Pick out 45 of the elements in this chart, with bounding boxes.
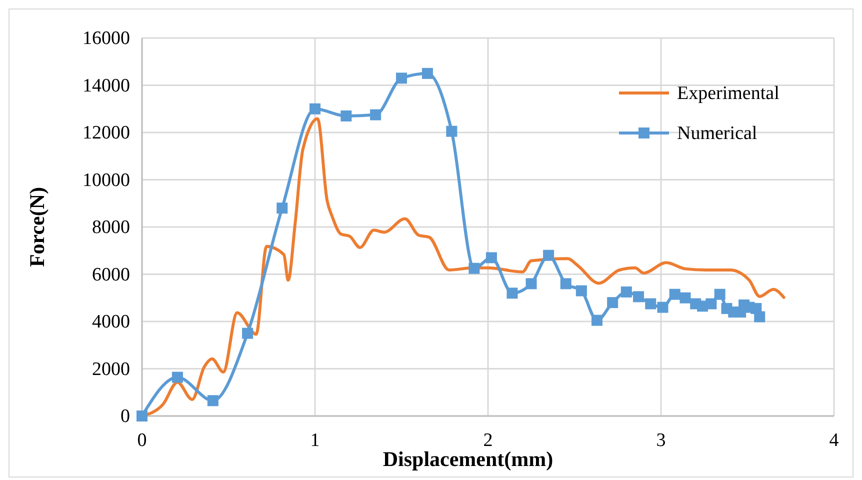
- point: [754, 311, 766, 322]
- point: [526, 278, 537, 290]
- y-tick-label: 8000: [92, 217, 130, 238]
- y-axis-title: Force(N): [25, 186, 49, 268]
- legend-label: Numerical: [677, 123, 758, 144]
- point: [422, 68, 433, 79]
- point: [136, 410, 148, 422]
- point: [310, 103, 320, 114]
- point: [657, 302, 668, 313]
- point: [680, 292, 691, 304]
- y-tick-label: 6000: [92, 264, 130, 286]
- y-tick-label: 10000: [82, 170, 130, 191]
- point: [486, 252, 497, 264]
- point: [506, 288, 518, 299]
- point: [370, 109, 382, 120]
- x-tick-label: 3: [656, 430, 666, 451]
- x-tick-label: 0: [137, 430, 147, 451]
- y-tick-label: 0: [120, 406, 130, 427]
- point: [543, 250, 554, 261]
- point: [607, 297, 618, 308]
- point: [340, 110, 352, 122]
- point: [714, 288, 726, 300]
- point: [468, 262, 480, 274]
- y-tick-label: 4000: [92, 312, 130, 332]
- point: [560, 278, 572, 290]
- y-tick-label: 14000: [82, 75, 130, 96]
- point: [591, 314, 602, 326]
- x-tick-label: 4: [829, 430, 840, 451]
- y-tick-label: 12000: [82, 122, 130, 144]
- point: [276, 202, 288, 214]
- point: [242, 328, 254, 339]
- point: [633, 291, 644, 302]
- point: [446, 126, 458, 137]
- legend-label: Experimental: [677, 83, 780, 104]
- point: [207, 395, 218, 406]
- point: [645, 298, 656, 310]
- y-tick-label: 16000: [82, 28, 130, 49]
- point: [620, 286, 632, 298]
- y-tick-label: 2000: [92, 358, 130, 380]
- x-tick-label: 1: [310, 430, 320, 451]
- point: [669, 288, 680, 300]
- point: [396, 72, 407, 84]
- point: [576, 285, 587, 296]
- point: [706, 298, 717, 310]
- point: [172, 372, 183, 383]
